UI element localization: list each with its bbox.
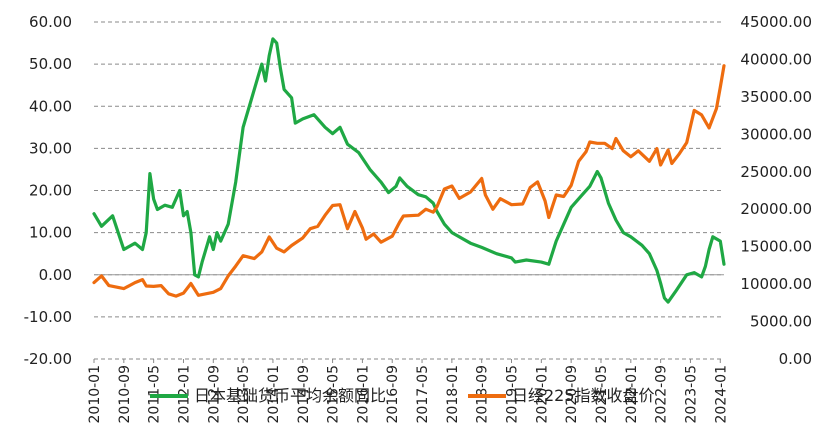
right-y-tick-label: 35000.00 [740,88,812,106]
left-y-tick-label: -10.00 [24,308,72,326]
x-tick-label: 2021-05 [594,365,610,424]
right-y-tick-label: 5000.00 [750,313,812,331]
x-tick-label: 2013-05 [236,365,252,424]
x-tick-label: 2014-01 [266,365,282,424]
x-tick-label: 2022-01 [624,365,640,424]
x-tick-label: 2019-05 [505,365,521,424]
x-tick-label: 2017-05 [415,365,431,424]
left-y-tick-label: 20.00 [29,182,72,200]
right-y-tick-label: 45000.00 [740,13,812,31]
x-tick-label: 2018-01 [445,365,461,424]
legend: 日本基础货币平均余额同比 日经225指数收盘价 [150,386,655,405]
series-line-base-money [92,37,726,304]
x-axis: 2010-012010-092011-052012-012012-092013-… [87,359,729,424]
x-tick-label: 2020-01 [534,365,550,424]
x-tick-label: 2022-09 [654,365,670,424]
x-tick-label: 2024-01 [713,365,729,424]
right-y-tick-label: 30000.00 [740,125,812,143]
x-tick-label: 2010-09 [117,365,133,424]
left-y-tick-label: 40.00 [29,97,72,115]
x-tick-label: 2016-01 [355,365,371,424]
right-y-tick-label: 0.00 [779,350,812,368]
right-y-axis: 0.00 5000.00 10000.00 15000.00 20000.00 25000… [740,13,812,368]
x-tick-label: 2023-05 [683,365,699,424]
right-y-tick-label: 25000.00 [740,163,812,181]
right-y-tick-label: 20000.00 [740,200,812,218]
series-line-nikkei [92,64,726,298]
right-y-tick-label: 40000.00 [740,50,812,68]
left-y-tick-label: 50.00 [29,55,72,73]
gridlines [94,21,724,360]
legend-label: 日本基础货币平均余额同比 [194,386,386,405]
left-y-tick-label: 60.00 [29,13,72,31]
right-y-tick-label: 10000.00 [740,275,812,293]
series-lines [92,37,726,304]
right-y-tick-label: 15000.00 [740,238,812,256]
left-y-tick-label: 10.00 [29,224,72,242]
x-tick-label: 2012-09 [206,365,222,424]
left-y-axis: -20.00 -10.00 0.00 10.00 20.00 30.00 40.00 50.0… [24,13,72,368]
x-tick-label: 2010-01 [87,365,103,424]
x-tick-label: 2020-09 [564,365,580,424]
x-tick-label: 2016-09 [385,365,401,424]
left-y-tick-label: -20.00 [24,350,72,368]
left-y-tick-label: 30.00 [29,139,72,157]
x-tick-label: 2014-09 [296,365,312,424]
x-tick-label: 2015-05 [326,365,342,424]
legend-label: 日经225指数收盘价 [512,386,655,405]
left-y-tick-label: 0.00 [39,266,72,284]
